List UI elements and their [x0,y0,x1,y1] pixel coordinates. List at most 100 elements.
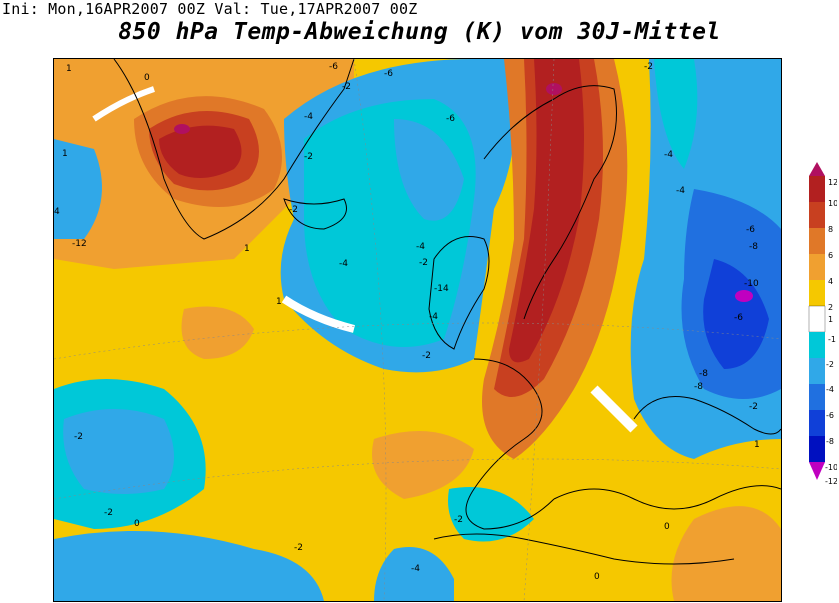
contour-label: 0 [664,522,670,532]
contour-label: -14 [434,284,449,294]
contour-label: 1 [276,297,282,307]
contour-label: -4 [676,186,685,196]
legend-tick: 2 [828,303,833,312]
contour-label: -8 [699,369,708,379]
legend-tick: 6 [828,251,833,260]
anomaly-region-azores-warm [372,431,474,499]
anomaly-region-south-cold [54,531,324,601]
neutral-band-balkans [590,385,638,433]
anomaly-region-norwegian-sea-light [304,99,476,347]
contour-labels: 1 0 -6 -6 -4 -2 -6 1 -2 -2 4 -12 1 -4 -4… [54,62,760,582]
coastline-scandinavia [483,85,617,320]
contour-label: 1 [754,440,760,450]
contour-label: 1 [244,244,250,254]
contour-label: -6 [446,114,455,124]
legend-tick: -1 [828,335,836,344]
contour-label: 1 [62,149,68,159]
legend-swatch-2-4 [809,254,825,280]
contour-label: -6 [384,69,393,79]
contour-label: -4 [416,242,425,252]
coastline-greenland [113,59,355,240]
contour-label: 0 [594,572,600,582]
anomaly-region-atlantic-warm [181,306,254,359]
legend-tick: 10 [828,199,837,208]
contour-label: 0 [144,73,150,83]
legend-tick: 12 [828,178,837,187]
map-title: 850 hPa Temp-Abweichung (K) vom 30J-Mitt… [118,19,721,45]
legend-swatch-8-10 [809,176,825,202]
legend-tick: -10 [825,463,837,472]
legend-tick: -4 [826,385,834,394]
contour-label: -12 [72,239,87,249]
contour-label: -4 [304,112,313,122]
legend-tick: 4 [828,277,833,286]
color-legend: 12 10 8 6 4 2 1 -1 -2 -4 -6 -8 -10 -12 [808,162,837,486]
contour-label: -2 [74,432,83,442]
anomaly-region-iberia-cold [448,487,534,542]
legend-tick: -6 [826,411,834,420]
valid-label: Val: [214,0,252,18]
legend-tick: -12 [825,477,837,486]
anomaly-region-russia-edge [654,59,698,169]
coastlines [113,59,781,565]
coastline-black-sea [633,396,781,435]
anomaly-map: 1 0 -6 -6 -4 -2 -6 1 -2 -2 4 -12 1 -4 -4… [54,59,781,601]
legend-swatch-6-8 [809,202,825,228]
contour-label: -2 [749,402,758,412]
contour-label: -2 [304,152,313,162]
anomaly-region-africa-warm [671,506,781,601]
coastline-iceland [283,198,347,230]
anomaly-region-russia-strong [703,259,769,369]
coastline-mediterranean [553,485,781,510]
legend-swatch-m10-m8 [809,436,825,462]
legend-swatch-gt10 [809,162,825,176]
init-time: Mon,16APR2007 [48,0,169,18]
coastline-western-europe [465,358,555,530]
legend-swatch-m8-m6 [809,410,825,436]
graticule [54,59,781,601]
anomaly-region-southcentral-cold [374,547,454,601]
contour-label: -4 [411,564,420,574]
neutral-band-atlantic [281,295,355,333]
legend-swatch-4-6 [809,228,825,254]
contour-label: -2 [454,515,463,525]
contour-label: -2 [644,62,653,72]
contour-label: -2 [289,205,298,215]
contour-label: -8 [749,242,758,252]
anomaly-region-greenland-max [174,124,190,134]
contour-label: -4 [664,150,673,160]
contour-label: 1 [66,64,72,74]
contour-label: -4 [429,312,438,322]
init-label: Ini: [2,0,39,18]
graticule-line-3 [353,59,387,601]
contour-label: -2 [342,82,351,92]
legend-swatch-m2-m1 [809,332,825,358]
anomaly-region-labrador-cold [54,139,102,239]
anomaly-region-russia-min [735,290,753,302]
contour-label: -2 [104,508,113,518]
contour-label: -2 [294,543,303,553]
contour-label: -4 [339,259,348,269]
contour-label: -6 [329,62,338,72]
legend-tick: 8 [828,225,833,234]
coastline-british-isles [428,236,490,350]
legend-swatch-1-2 [809,280,825,306]
contour-label: -2 [419,258,428,268]
map-frame: 1 0 -6 -6 -4 -2 -6 1 -2 -2 4 -12 1 -4 -4… [53,58,782,602]
contour-label: -6 [746,225,755,235]
legend-swatch-lt-m10 [809,462,825,480]
legend-swatch-m1-1 [808,305,826,333]
init-hour: 00Z [177,0,206,18]
valid-time: Tue,17APR2007 [260,0,381,18]
anomaly-region-norwegian-sea-core [394,119,464,221]
legend-tick: -8 [826,437,834,446]
coastline-north-africa [433,533,735,565]
contour-label: -6 [734,313,743,323]
contour-label: -10 [744,279,759,289]
legend-tick: -2 [826,360,834,369]
header-line: Ini: Mon,16APR2007 00Z Val: Tue,17APR200… [2,0,417,20]
legend-swatch-m4-m2 [809,358,825,384]
legend-tick: 1 [828,315,833,324]
anomaly-region-greenland-deep [159,125,242,178]
neutral-band-north [92,86,155,122]
